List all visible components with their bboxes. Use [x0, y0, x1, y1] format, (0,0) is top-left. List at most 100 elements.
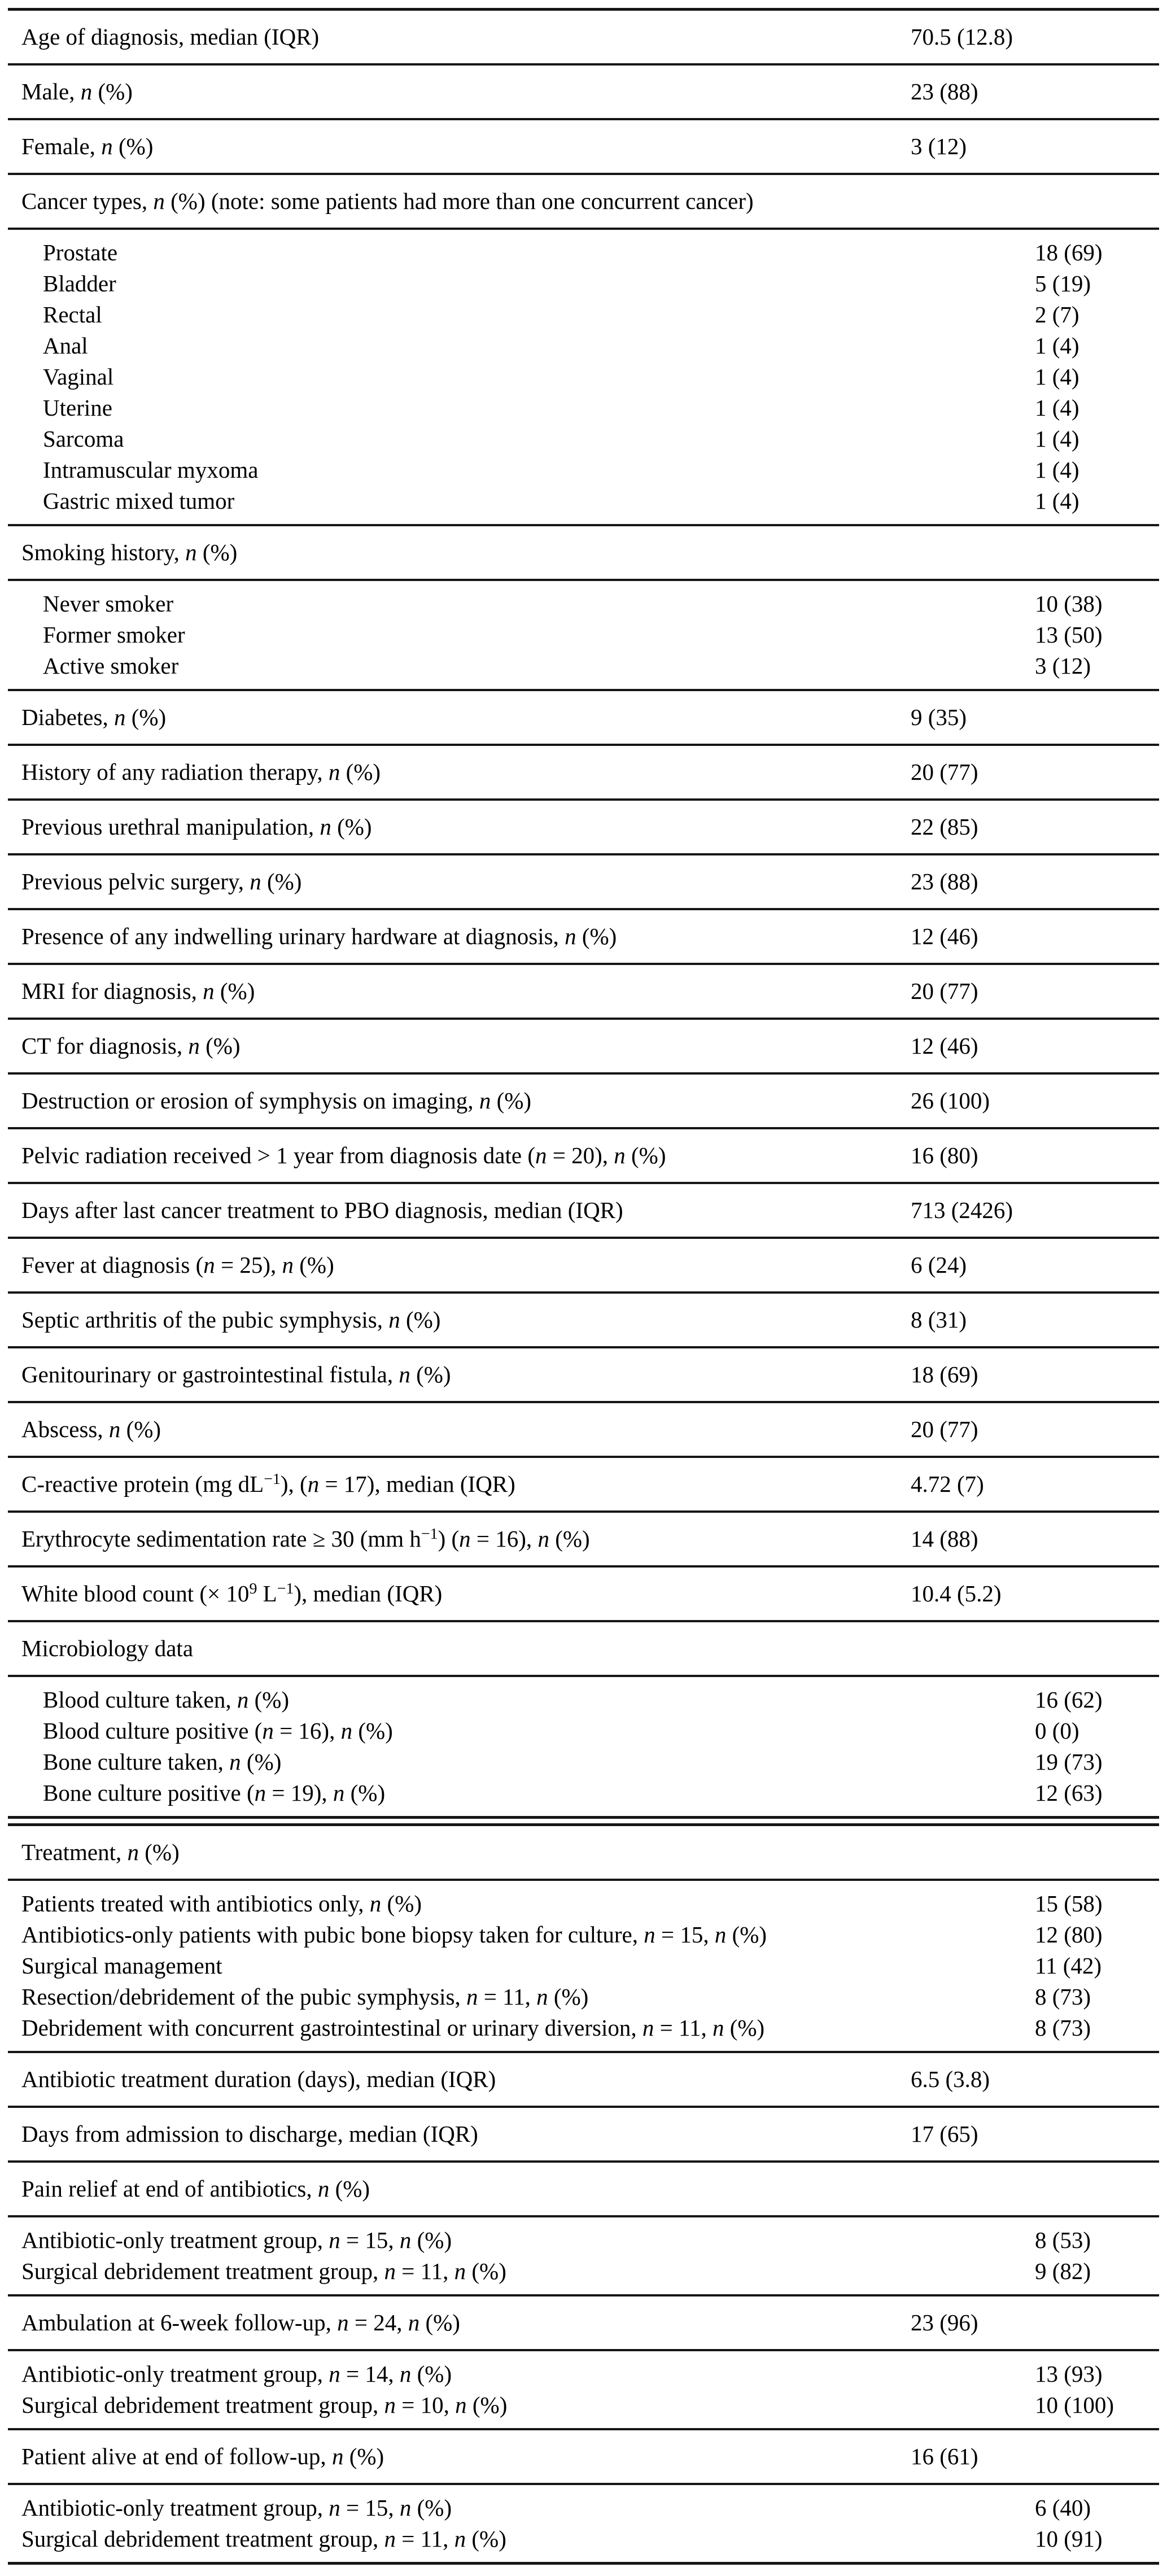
- row-value: 10 (100): [1035, 2392, 1114, 2418]
- row-value: 12 (46): [911, 923, 978, 949]
- table-band: Days after last cancer treatment to PBO …: [8, 1184, 1159, 1237]
- table-row: C-reactive protein (mg dL−1), (n = 17), …: [8, 1469, 1035, 1500]
- table-band: Pelvic radiation received > 1 year from …: [8, 1129, 1159, 1182]
- row-label: CT for diagnosis, n (%): [21, 1033, 241, 1059]
- row-value: 5 (19): [1035, 270, 1091, 296]
- row-value: 2 (7): [1035, 302, 1079, 328]
- row-value: 16 (61): [911, 2443, 978, 2469]
- row-label: Diabetes, n (%): [21, 704, 167, 730]
- table-group: Never smoker 10 (38) Former smoker 13 (50) A…: [8, 581, 1159, 689]
- table-bottom-rule: [8, 2562, 1159, 2565]
- table-band: C-reactive protein (mg dL−1), (n = 17), …: [8, 1458, 1159, 1510]
- row-value: 22 (85): [911, 814, 978, 840]
- table-row: Surgical management 11 (42): [8, 1950, 1159, 1981]
- row-rule: [8, 1291, 1159, 1294]
- table-band: White blood count (× 109 L−1), median (I…: [8, 1568, 1159, 1620]
- table-band: Female, n (%) 3 (12): [8, 120, 1159, 173]
- table-row: Gastric mixed tumor 1 (4): [8, 486, 1159, 517]
- row-rule: [8, 1565, 1159, 1568]
- row-label: Previous pelvic surgery, n (%): [21, 868, 302, 894]
- row-label: Antibiotic treatment duration (days), me…: [21, 2066, 496, 2092]
- row-rule: [8, 2215, 1159, 2217]
- row-label: Vaginal: [43, 364, 114, 390]
- row-label: Female, n (%): [21, 133, 154, 159]
- row-rule: [8, 579, 1159, 581]
- row-value: 18 (69): [911, 1361, 978, 1387]
- row-value: [911, 186, 1035, 217]
- row-value: 16 (62): [1035, 1687, 1103, 1713]
- row-rule: [8, 1510, 1159, 1513]
- table-row: MRI for diagnosis, n (%) 20 (77): [8, 976, 1035, 1007]
- table-body: Age of diagnosis, median (IQR) 70.5 (12.8…: [8, 11, 1159, 2562]
- row-value: 16 (80): [911, 1142, 978, 1168]
- row-label: Destruction or erosion of symphysis on i…: [21, 1088, 532, 1114]
- row-label: Days after last cancer treatment to PBO …: [21, 1197, 623, 1223]
- table-row: Destruction or erosion of symphysis on i…: [8, 1085, 1035, 1116]
- table-band: Treatment, n (%): [8, 1826, 1159, 1879]
- row-rule: [8, 1018, 1159, 1020]
- table-group: Prostate 18 (69) Bladder 5 (19) Rectal 2 (7) A…: [8, 230, 1159, 524]
- table-row: Bone culture positive (n = 19), n (%) 12 …: [8, 1778, 1159, 1809]
- table-row: Patient alive at end of follow-up, n (%)…: [8, 2441, 1035, 2472]
- row-label: Debridement with concurrent gastrointest…: [21, 2015, 765, 2041]
- row-label: Antibiotics-only patients with pubic bon…: [21, 1922, 767, 1948]
- table-row: Septic arthritis of the pubic symphysis,…: [8, 1304, 1035, 1335]
- table-row: Female, n (%) 3 (12): [8, 131, 1035, 162]
- table-band: Fever at diagnosis (n = 25), n (%) 6 (24): [8, 1239, 1159, 1291]
- row-label: Rectal: [43, 302, 102, 328]
- row-value: 1 (4): [1035, 395, 1079, 421]
- row-label: History of any radiation therapy, n (%): [21, 759, 381, 785]
- row-value: 20 (77): [911, 759, 978, 785]
- row-rule: [8, 1456, 1159, 1458]
- row-rule: [8, 1182, 1159, 1184]
- row-rule: [8, 1237, 1159, 1239]
- table-row: Blood culture taken, n (%) 16 (62): [8, 1684, 1159, 1715]
- row-rule: [8, 228, 1159, 230]
- table-row: Male, n (%) 23 (88): [8, 76, 1035, 107]
- row-value: 1 (4): [1035, 457, 1079, 483]
- table-band: Days from admission to discharge, median…: [8, 2108, 1159, 2160]
- table-row: Surgical debridement treatment group, n …: [8, 2523, 1159, 2555]
- row-value: 8 (31): [911, 1307, 967, 1333]
- row-label: Patients treated with antibiotics only, …: [21, 1890, 422, 1916]
- row-label: Genitourinary or gastrointestinal fistul…: [21, 1361, 451, 1387]
- table-band: Previous urethral manipulation, n (%) 22 …: [8, 801, 1159, 853]
- table-row: Microbiology data: [8, 1633, 1035, 1664]
- row-label: Surgical debridement treatment group, n …: [21, 2392, 508, 2418]
- table-row: Genitourinary or gastrointestinal fistul…: [8, 1359, 1035, 1390]
- row-label: Age of diagnosis, median (IQR): [21, 24, 320, 50]
- row-label: Presence of any indwelling urinary hardw…: [21, 923, 617, 949]
- row-value: 9 (82): [1035, 2258, 1091, 2284]
- table-row: Active smoker 3 (12): [8, 650, 1159, 682]
- row-label: Bladder: [43, 270, 116, 296]
- row-label: Previous urethral manipulation, n (%): [21, 814, 372, 840]
- table-row: Prostate 18 (69): [8, 237, 1159, 268]
- table-row: Pelvic radiation received > 1 year from …: [8, 1140, 1035, 1171]
- row-value: 11 (42): [1035, 1953, 1102, 1979]
- row-label: Surgical debridement treatment group, n …: [21, 2526, 506, 2552]
- row-value: 8 (73): [1035, 1984, 1091, 2010]
- row-label: Abscess, n (%): [21, 1416, 161, 1442]
- row-value: 0 (0): [1035, 1718, 1079, 1744]
- table-row: Intramuscular myxoma 1 (4): [8, 455, 1159, 486]
- table-row: History of any radiation therapy, n (%) 2…: [8, 757, 1035, 788]
- table-band: Antibiotic treatment duration (days), me…: [8, 2053, 1159, 2106]
- row-label: Male, n (%): [21, 78, 133, 104]
- section-double-rule: [8, 1816, 1159, 1826]
- row-label: Uterine: [43, 395, 112, 421]
- table-row: Bone culture taken, n (%) 19 (73): [8, 1747, 1159, 1778]
- row-label: Resection/debridement of the pubic symph…: [21, 1984, 589, 2010]
- row-value: 23 (96): [911, 2309, 978, 2335]
- table-row: Antibiotic-only treatment group, n = 14,…: [8, 2359, 1159, 2390]
- row-value: 13 (93): [1035, 2361, 1103, 2387]
- row-value: 6 (40): [1035, 2495, 1091, 2521]
- row-value: 3 (12): [1035, 653, 1091, 679]
- row-label: Antibiotic-only treatment group, n = 14,…: [21, 2361, 452, 2387]
- row-value: [911, 2173, 1035, 2204]
- table-band: Septic arthritis of the pubic symphysis,…: [8, 1294, 1159, 1346]
- table-row: Antibiotic treatment duration (days), me…: [8, 2064, 1035, 2095]
- table-band: Presence of any indwelling urinary hardw…: [8, 910, 1159, 963]
- table-row: Rectal 2 (7): [8, 299, 1159, 330]
- table-row: Erythrocyte sedimentation rate ≥ 30 (mm …: [8, 1523, 1035, 1555]
